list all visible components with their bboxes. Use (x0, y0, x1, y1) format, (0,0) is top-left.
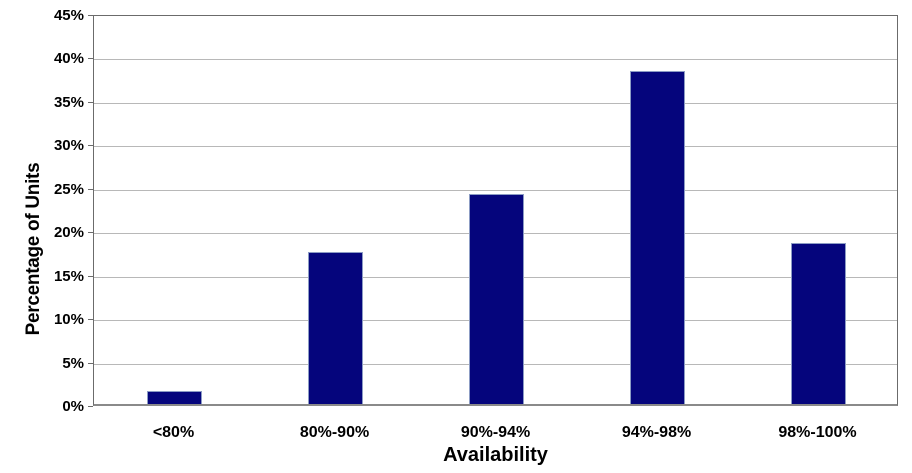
y-axis-tick (88, 232, 93, 233)
y-tick-label: 15% (53, 268, 84, 285)
y-axis-tick (88, 58, 93, 59)
x-tick-label: 94%-98% (621, 424, 692, 441)
y-axis-tick (88, 276, 93, 277)
x-tick-label: <80% (152, 424, 195, 441)
y-axis-tick (88, 189, 93, 190)
x-tick-label: 80%-90% (299, 424, 370, 441)
x-tick-label: 90%-94% (460, 424, 531, 441)
bar (630, 71, 685, 404)
bar (791, 243, 846, 404)
bar (308, 252, 363, 404)
y-axis-tick (88, 406, 93, 407)
gridline (94, 146, 897, 147)
y-tick-label: 40% (53, 50, 84, 67)
y-tick-label: 30% (53, 137, 84, 154)
y-tick-label: 35% (53, 94, 84, 111)
bar (469, 194, 524, 404)
bar (147, 391, 202, 404)
x-axis-title: Availability (443, 444, 548, 466)
y-tick-label: 20% (53, 224, 84, 241)
y-tick-label: 45% (53, 7, 84, 24)
x-tick-label: 98%-100% (778, 424, 857, 441)
plot-area (93, 15, 898, 406)
y-axis-tick (88, 319, 93, 320)
y-tick-label: 10% (53, 311, 84, 328)
y-axis-tick (88, 145, 93, 146)
gridline (94, 59, 897, 60)
y-axis-tick (88, 15, 93, 16)
gridline (94, 103, 897, 104)
y-tick-label: 0% (62, 398, 84, 415)
y-axis-tick (88, 102, 93, 103)
y-tick-label: 5% (62, 355, 84, 372)
gridline (94, 190, 897, 191)
y-tick-label: 25% (53, 181, 84, 198)
y-axis-tick (88, 363, 93, 364)
